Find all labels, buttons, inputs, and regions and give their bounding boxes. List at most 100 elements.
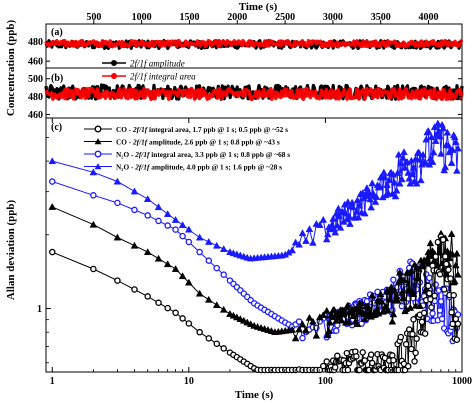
data-point-circle bbox=[429, 310, 436, 317]
data-point-triangle bbox=[323, 230, 332, 238]
data-point-triangle bbox=[384, 306, 392, 314]
data-point-triangle bbox=[354, 303, 363, 311]
data-point-triangle bbox=[447, 159, 456, 166]
data-point-triangle bbox=[89, 168, 98, 176]
data-point-triangle bbox=[399, 153, 407, 161]
data-point-triangle bbox=[295, 240, 303, 248]
data-point-circle bbox=[164, 304, 171, 312]
data-point-triangle bbox=[309, 238, 317, 246]
data-point-circle bbox=[432, 253, 439, 260]
data-point-triangle bbox=[344, 301, 352, 309]
data-point-triangle bbox=[399, 294, 407, 302]
data-point-circle bbox=[172, 226, 179, 233]
panel-a: (a) 460 480 2f/1f amplitude 2f/1f integral… bbox=[28, 23, 464, 85]
top-x-tick-label: 500 bbox=[86, 12, 101, 23]
data-point-triangle bbox=[372, 192, 381, 200]
data-point-triangle bbox=[219, 245, 228, 253]
x-tick-label: 100 bbox=[318, 376, 333, 387]
data-point-triangle bbox=[453, 166, 461, 174]
data-point-triangle bbox=[428, 157, 437, 165]
data-point-circle bbox=[114, 199, 121, 207]
panel-a-legend: 2f/1f amplitude 2f/1f integral area bbox=[98, 57, 224, 85]
data-point-triangle bbox=[337, 316, 346, 324]
top-x-tick-label: 1500 bbox=[179, 12, 199, 23]
data-point-triangle bbox=[364, 302, 372, 310]
data-point-circle bbox=[436, 271, 444, 278]
data-point-circle bbox=[368, 359, 376, 367]
data-point-triangle bbox=[291, 334, 300, 342]
legend-bg bbox=[98, 57, 224, 85]
data-point-triangle bbox=[352, 207, 361, 215]
data-point-triangle bbox=[312, 331, 321, 339]
data-point-triangle bbox=[48, 157, 57, 165]
top-x-tick-label: 1000 bbox=[132, 12, 152, 23]
legend-marker-circle bbox=[111, 60, 117, 66]
data-point-triangle bbox=[212, 241, 221, 249]
data-point-triangle bbox=[394, 150, 403, 158]
y-tick-label: 460 bbox=[28, 110, 43, 121]
data-point-triangle bbox=[331, 228, 340, 236]
data-point-triangle bbox=[154, 254, 163, 262]
data-point-triangle bbox=[447, 230, 456, 237]
data-point-triangle bbox=[143, 248, 152, 256]
data-point-triangle bbox=[376, 290, 385, 298]
data-point-triangle bbox=[171, 265, 180, 272]
data-point-triangle bbox=[322, 235, 331, 243]
data-point-triangle bbox=[381, 173, 389, 181]
data-point-triangle bbox=[453, 249, 461, 257]
data-point-circle bbox=[359, 349, 366, 356]
data-point-circle bbox=[90, 192, 97, 199]
data-point-triangle bbox=[163, 210, 172, 217]
y-tick-label: 460 bbox=[28, 57, 43, 68]
panel-b-y-ticks: 460 480 500 bbox=[28, 74, 462, 121]
data-point-circle bbox=[205, 335, 213, 342]
data-point-circle bbox=[443, 260, 450, 268]
data-point-triangle bbox=[441, 163, 450, 171]
data-point-circle bbox=[353, 353, 360, 360]
data-point-triangle bbox=[204, 295, 213, 303]
panel-c: (c) 1 10 100 1000 1 CO - 2f/1f integral area… bbox=[37, 117, 472, 387]
data-point-triangle bbox=[400, 148, 408, 156]
data-point-triangle bbox=[336, 223, 345, 231]
data-point-circle bbox=[361, 357, 369, 364]
data-point-circle bbox=[409, 330, 416, 338]
data-point-triangle bbox=[454, 270, 462, 278]
data-point-triangle bbox=[417, 176, 425, 184]
data-point-triangle bbox=[391, 192, 400, 200]
data-point-circle bbox=[436, 307, 444, 314]
data-point-circle bbox=[344, 366, 352, 374]
data-point-triangle bbox=[371, 197, 380, 205]
data-point-triangle bbox=[419, 261, 427, 269]
top-x-axis-title: Time (s) bbox=[239, 1, 278, 13]
data-point-circle bbox=[164, 222, 171, 229]
legend-marker-circle bbox=[94, 125, 102, 133]
data-point-triangle bbox=[365, 188, 373, 196]
data-point-circle bbox=[440, 286, 448, 293]
data-point-triangle bbox=[48, 202, 57, 210]
data-point-circle bbox=[220, 345, 227, 352]
data-point-triangle bbox=[396, 159, 405, 167]
data-point-triangle bbox=[385, 176, 393, 183]
data-point-triangle bbox=[130, 187, 139, 195]
data-point-circle bbox=[131, 206, 138, 214]
x-tick-label: 1000 bbox=[452, 376, 472, 387]
legend-label: CO - 2f/1f integral area, 1.7 ppb @ 1 s;… bbox=[116, 125, 288, 134]
data-point-triangle bbox=[178, 221, 187, 228]
y-tick-label: 480 bbox=[28, 92, 43, 103]
data-point-triangle bbox=[330, 305, 338, 313]
data-point-circle bbox=[447, 275, 454, 282]
panel-b: (b) 460 480 500 bbox=[28, 67, 464, 121]
data-point-triangle bbox=[319, 215, 328, 223]
data-point-circle bbox=[412, 349, 419, 357]
data-point-triangle bbox=[437, 149, 445, 157]
data-point-triangle bbox=[319, 311, 328, 318]
data-point-circle bbox=[425, 282, 432, 290]
data-point-circle bbox=[48, 248, 56, 256]
data-point-circle bbox=[427, 295, 434, 303]
data-point-triangle bbox=[368, 291, 377, 299]
data-point-triangle bbox=[395, 268, 404, 276]
data-point-circle bbox=[448, 309, 455, 316]
data-point-triangle bbox=[113, 233, 122, 241]
data-point-circle bbox=[320, 362, 327, 370]
